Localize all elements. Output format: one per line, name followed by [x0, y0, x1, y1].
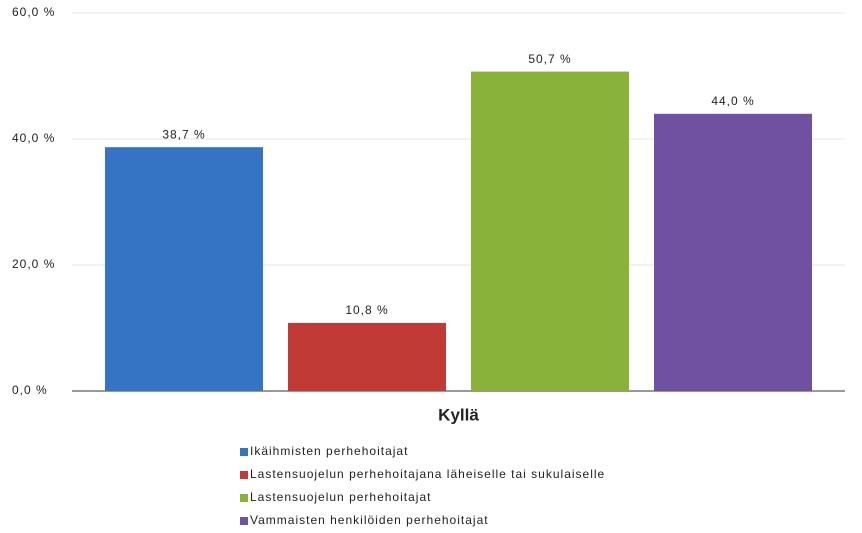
legend-label: Lastensuojelun perhehoitajana läheiselle… — [250, 467, 605, 481]
y-tick-label: 60,0 % — [12, 5, 55, 19]
bar — [654, 113, 812, 392]
y-tick-label: 0,0 % — [12, 383, 48, 397]
bar — [471, 71, 629, 391]
legend-label: Lastensuojelun perhehoitajat — [250, 490, 431, 504]
legend-label: Ikäihmisten perhehoitajat — [250, 444, 408, 458]
x-tick-label: Kyllä — [438, 405, 479, 424]
legend-swatch — [240, 448, 248, 456]
bar — [105, 147, 263, 391]
y-tick-label: 40,0 % — [12, 131, 55, 145]
data-label: 50,7 % — [528, 52, 571, 66]
bar — [288, 322, 446, 391]
y-tick-label: 20,0 % — [12, 257, 55, 271]
data-label: 38,7 % — [162, 127, 205, 141]
data-label: 44,0 % — [711, 94, 754, 108]
legend-swatch — [240, 494, 248, 502]
legend-swatch — [240, 517, 248, 525]
legend-swatch — [240, 471, 248, 479]
data-label: 10,8 % — [345, 303, 388, 317]
legend-label: Vammaisten henkilöiden perhehoitajat — [250, 513, 489, 527]
